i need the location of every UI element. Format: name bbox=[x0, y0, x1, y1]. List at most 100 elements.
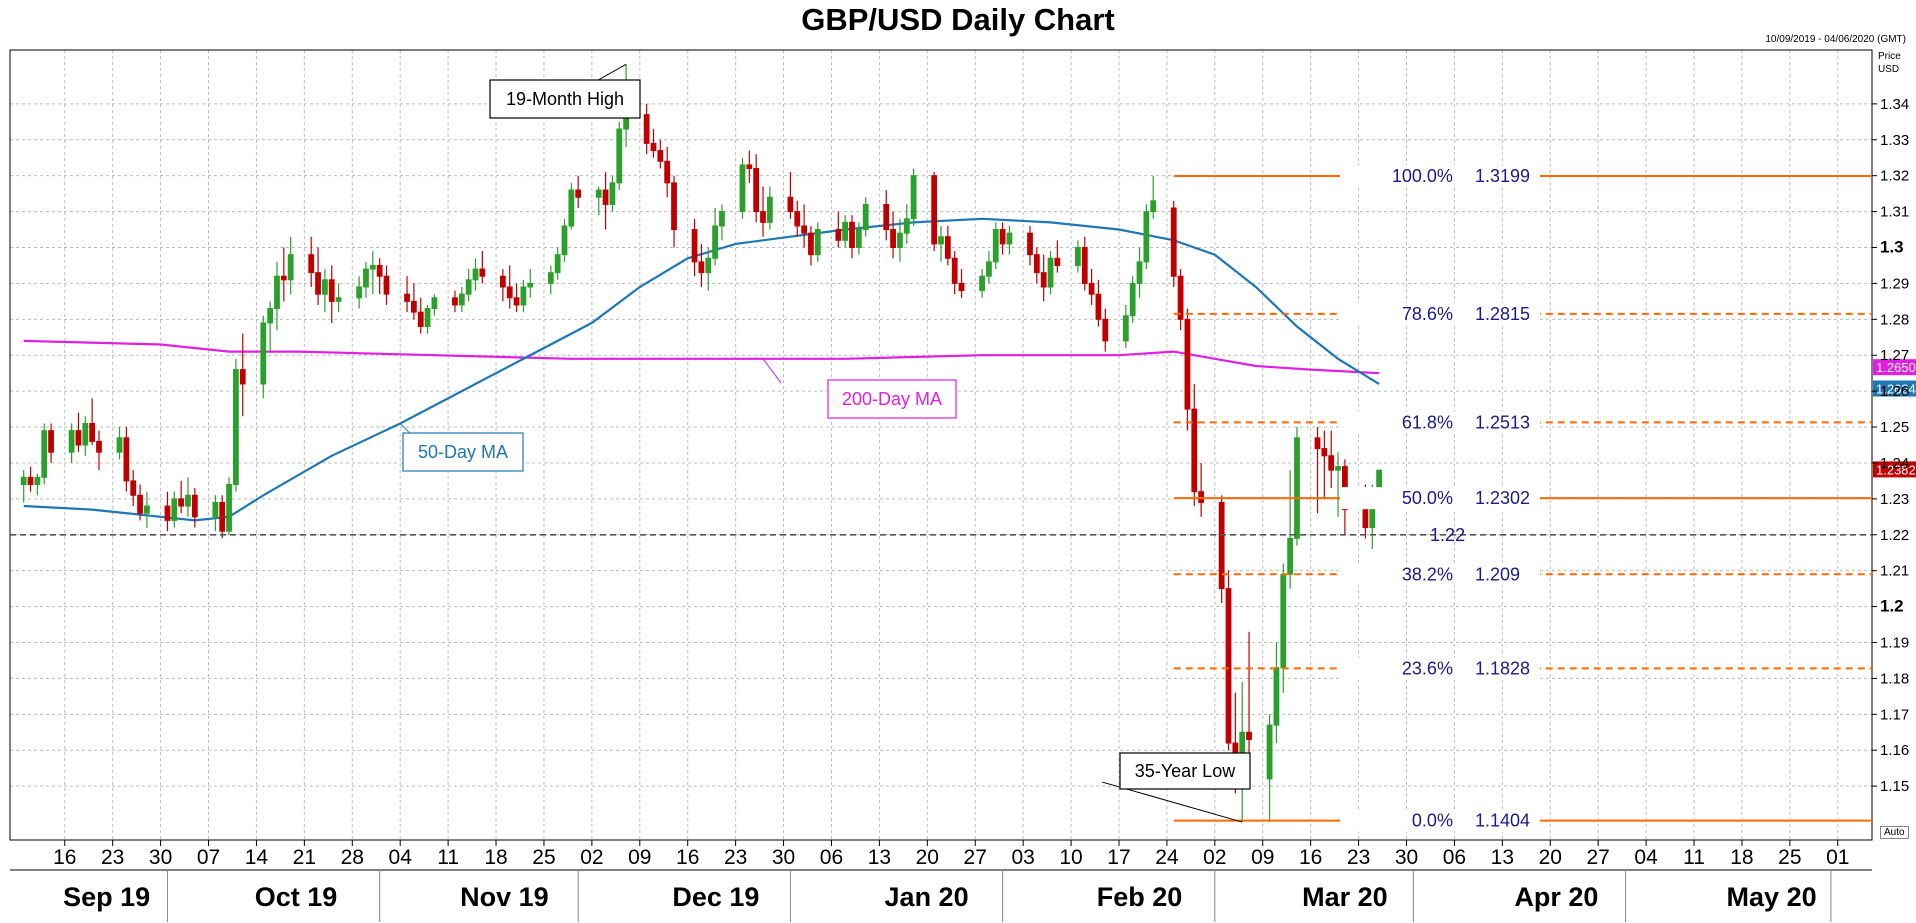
price-tag-bg bbox=[1873, 359, 1916, 376]
y-tick-label: 1.27 bbox=[1880, 347, 1909, 364]
candle-body bbox=[410, 300, 417, 313]
y-tick-label: 1.23 bbox=[1880, 491, 1909, 508]
candle-body bbox=[424, 308, 431, 327]
price-tag-label: 1.2382 bbox=[1876, 462, 1916, 477]
x-tick-label: 23 bbox=[1347, 846, 1370, 869]
fib-label-bg bbox=[1339, 411, 1540, 434]
candle-body bbox=[164, 505, 171, 521]
candle-body bbox=[897, 232, 903, 249]
candle-body bbox=[280, 275, 287, 281]
ma200-line bbox=[23, 339, 1380, 375]
y-tick-label: 1.24 bbox=[1880, 455, 1909, 472]
ma50-line bbox=[23, 217, 1380, 522]
x-axis: 16 23 30 07 14 21 28 04 11 18 25 02 09 16 23 30 06 13 20 27… bbox=[53, 840, 1849, 922]
candle-body bbox=[96, 440, 102, 453]
x-tick-label: 06 bbox=[1443, 846, 1466, 869]
auto-scale-button[interactable]: Auto bbox=[1880, 826, 1909, 839]
candle-body bbox=[1033, 254, 1040, 274]
y-tick-label: 1.34 bbox=[1880, 96, 1909, 113]
month-label: Jan 20 bbox=[885, 882, 969, 912]
candle-body bbox=[363, 268, 369, 288]
candle-body bbox=[75, 430, 82, 446]
candle-body bbox=[376, 264, 383, 277]
candle-body bbox=[671, 182, 677, 231]
candle-body bbox=[931, 175, 938, 245]
candle-body bbox=[499, 275, 506, 288]
fib-label-bg bbox=[1339, 165, 1540, 188]
candle-body bbox=[1287, 537, 1294, 575]
x-tick-label: 27 bbox=[964, 846, 987, 869]
y-tick-label: 1.28 bbox=[1880, 311, 1909, 328]
y-axis-label-line1: Price bbox=[1878, 51, 1901, 62]
y-tick-label: 1.16 bbox=[1880, 742, 1909, 759]
candle-body bbox=[657, 150, 664, 162]
high-label-box bbox=[489, 79, 641, 119]
candle-body bbox=[554, 254, 561, 274]
candle-body bbox=[267, 308, 274, 324]
candle-body bbox=[664, 160, 671, 184]
candle-body bbox=[609, 182, 616, 205]
y-tick-label: 1.18 bbox=[1880, 670, 1909, 687]
x-tick-label: 06 bbox=[820, 846, 843, 869]
candle-body bbox=[219, 501, 226, 532]
candle-body bbox=[233, 369, 239, 485]
x-tick-label: 16 bbox=[676, 846, 699, 869]
candle-body bbox=[1150, 200, 1157, 213]
fib-label-bg bbox=[1339, 563, 1540, 586]
fib-label-bg bbox=[1339, 302, 1540, 325]
candle-body bbox=[855, 229, 862, 249]
candle-body bbox=[404, 293, 410, 302]
candle-body bbox=[335, 297, 342, 302]
fib-percent: 0.0% bbox=[1412, 811, 1453, 831]
candle-body bbox=[48, 430, 54, 453]
x-tick-label: 25 bbox=[1778, 846, 1801, 869]
candle-body bbox=[465, 279, 472, 295]
candle-body bbox=[698, 261, 705, 274]
candle-body bbox=[1129, 282, 1136, 317]
candle-body bbox=[185, 494, 191, 507]
candle-body bbox=[287, 254, 294, 281]
candle-body bbox=[766, 196, 773, 223]
candle-body bbox=[944, 236, 951, 259]
date-range: 10/09/2019 - 04/06/2020 (GMT) bbox=[1765, 34, 1906, 45]
candle-body bbox=[212, 501, 219, 518]
fib-percent: 38.2% bbox=[1402, 564, 1453, 584]
x-tick-label: 21 bbox=[293, 846, 316, 869]
candle-body bbox=[226, 484, 232, 532]
candle-body bbox=[643, 114, 650, 144]
candle-body bbox=[753, 168, 760, 213]
candle-body bbox=[616, 128, 623, 184]
candle-body bbox=[1102, 318, 1109, 342]
y-tick-label: 1.33 bbox=[1880, 132, 1909, 149]
x-tick-label: 04 bbox=[1634, 846, 1658, 869]
candle-body bbox=[1335, 466, 1341, 471]
candle-body bbox=[979, 275, 985, 292]
candle-body bbox=[1280, 573, 1287, 669]
candle-body bbox=[356, 286, 363, 299]
fib-percent: 100.0% bbox=[1392, 166, 1453, 186]
x-tick-label: 11 bbox=[1683, 846, 1705, 869]
ma200-label-text: 200-Day MA bbox=[842, 389, 942, 409]
candle-body bbox=[712, 225, 718, 259]
fib-label-bg bbox=[1339, 809, 1540, 832]
y-tick-label: 1.32 bbox=[1880, 168, 1909, 185]
grid bbox=[10, 50, 1872, 840]
y-tick-label: 1.15 bbox=[1880, 778, 1909, 795]
candle-body bbox=[472, 268, 479, 281]
candle-body bbox=[479, 268, 486, 277]
support-label: 1.22 bbox=[1430, 525, 1465, 545]
candle-body bbox=[951, 257, 958, 284]
candle-body bbox=[20, 476, 27, 485]
candle-body bbox=[1122, 315, 1129, 342]
candle-body bbox=[89, 422, 96, 442]
candle-body bbox=[274, 275, 280, 310]
candle-body bbox=[890, 229, 896, 249]
candle-body bbox=[82, 422, 89, 446]
y-tick-label: 1.22 bbox=[1880, 527, 1909, 544]
x-tick-label: 13 bbox=[1491, 846, 1514, 869]
candle-body bbox=[691, 229, 698, 263]
candle-body bbox=[458, 293, 465, 306]
candle-body bbox=[315, 272, 321, 295]
fib-percent: 61.8% bbox=[1402, 412, 1453, 432]
month-label: Feb 20 bbox=[1097, 882, 1183, 912]
